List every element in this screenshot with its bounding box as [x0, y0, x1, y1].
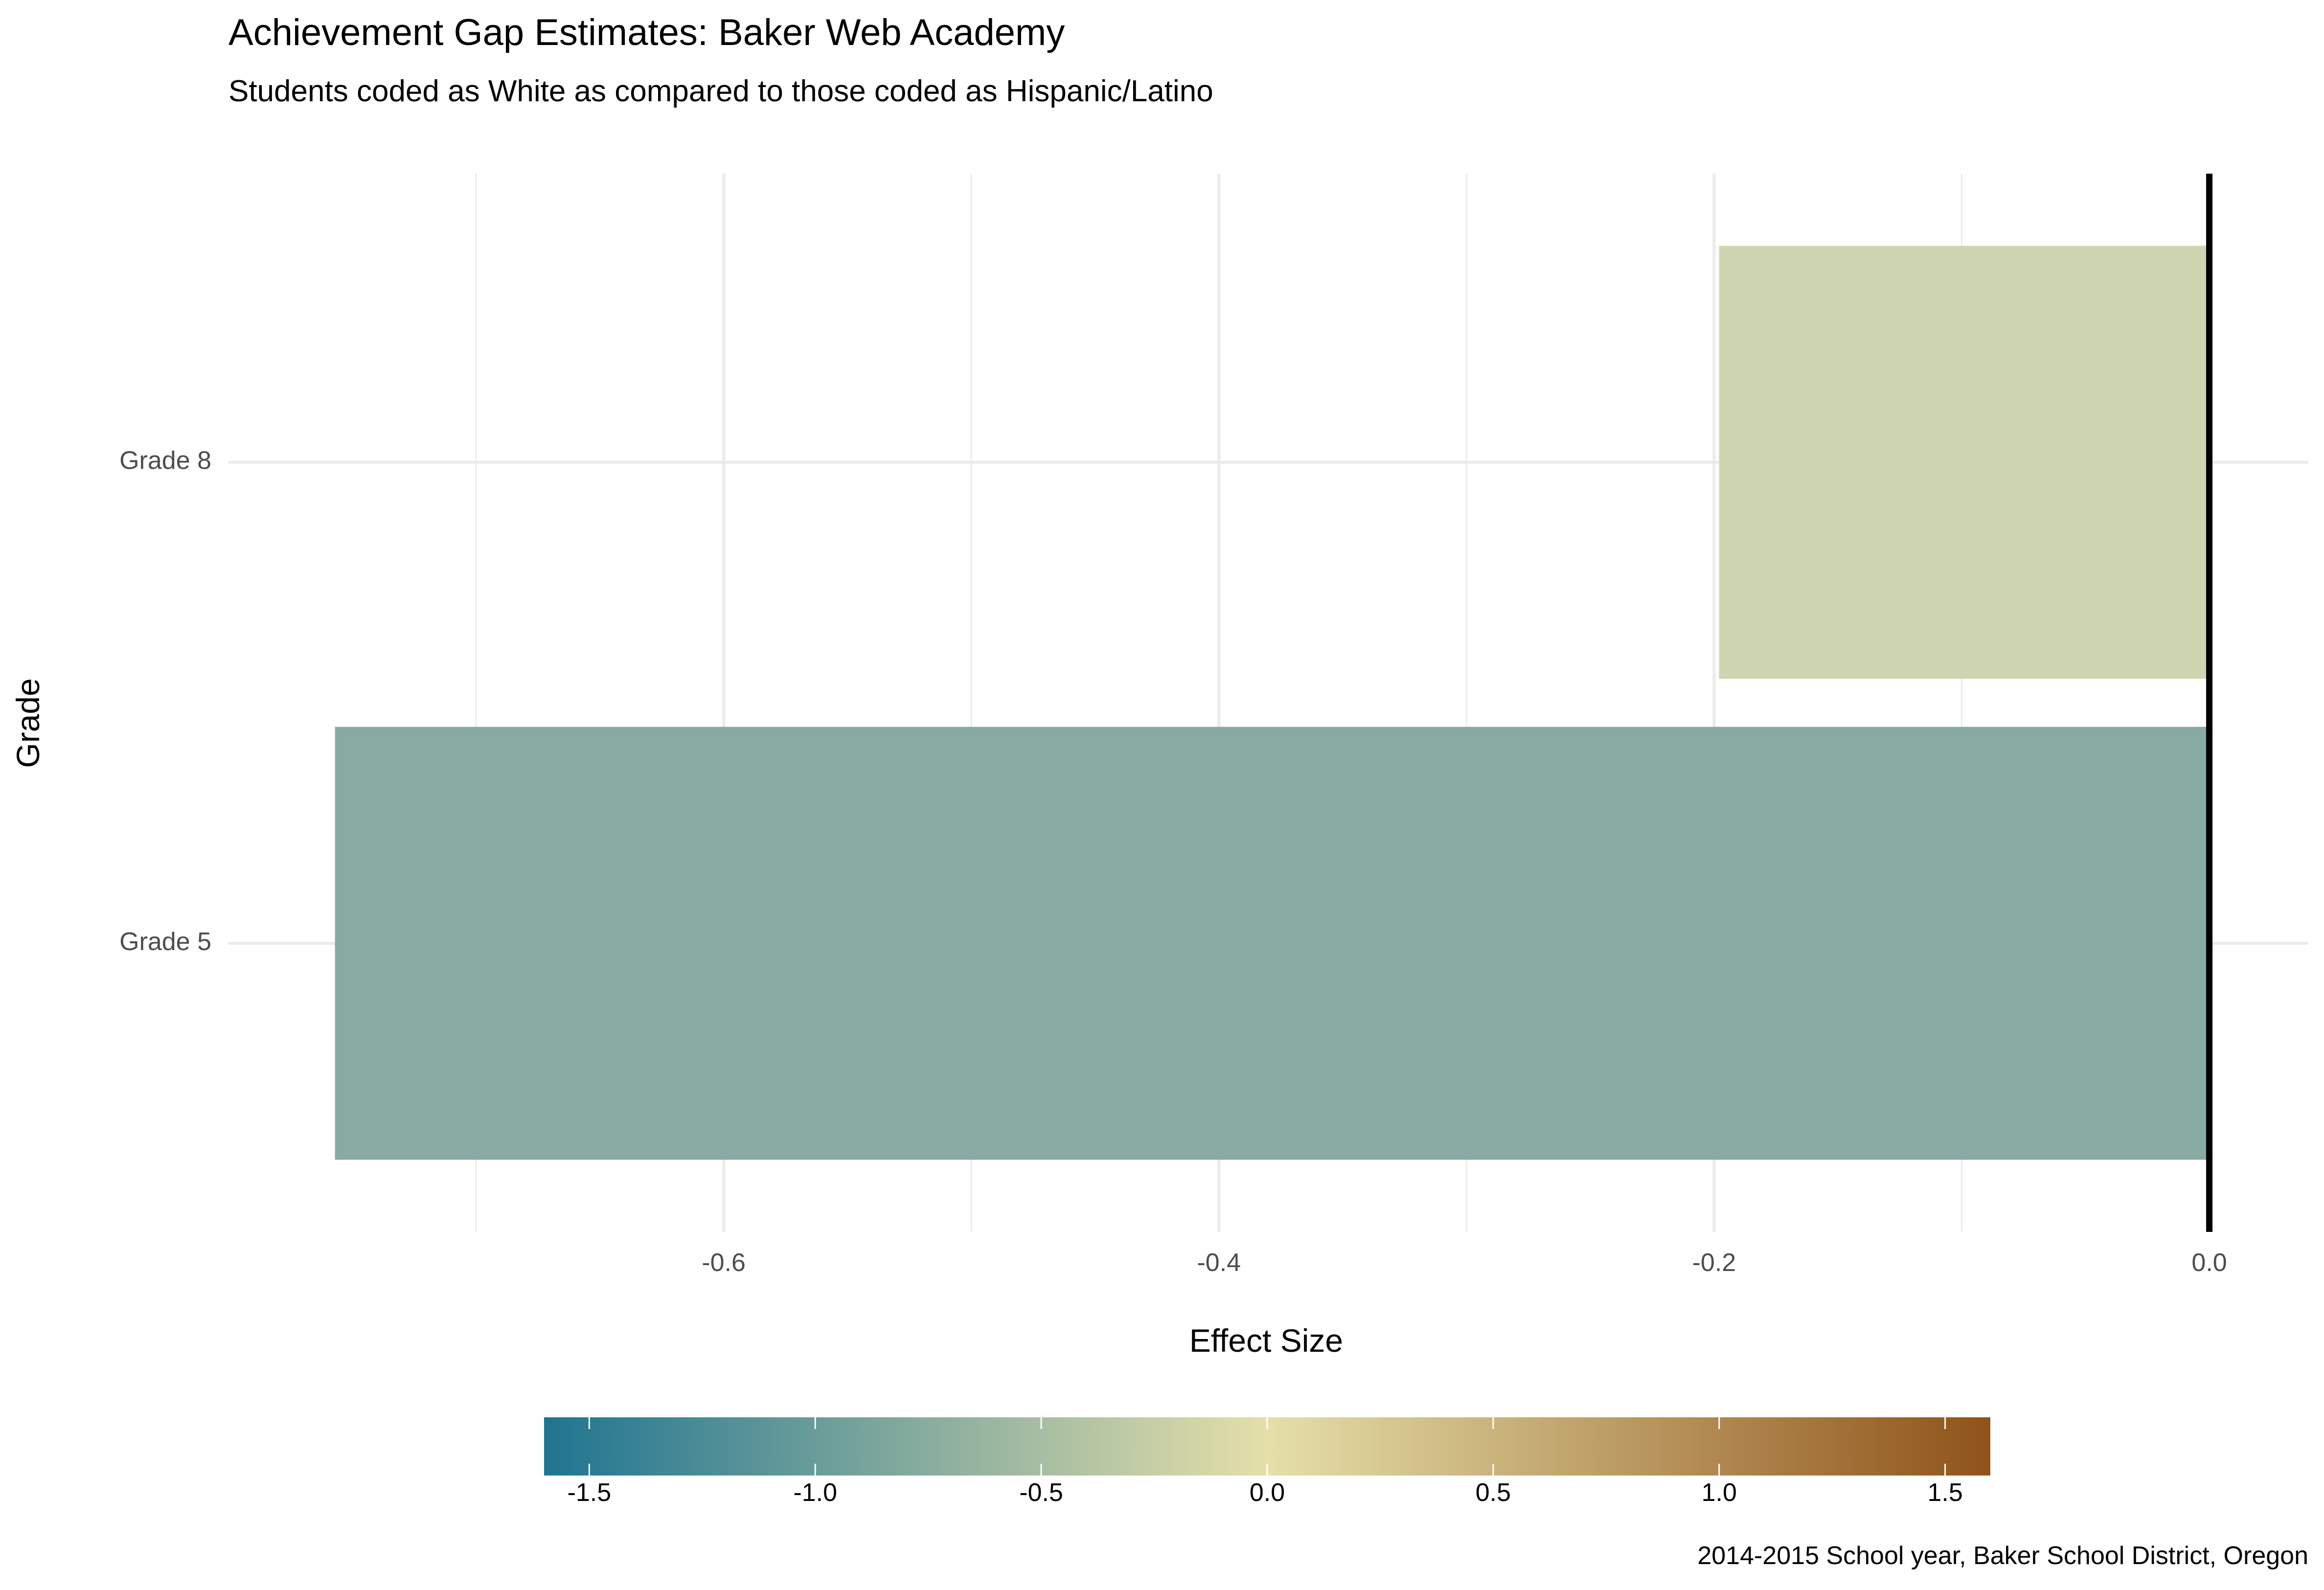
x-tick-label: -0.4	[1197, 1249, 1241, 1277]
colorbar-ticks: -1.5 -1.0 -0.5 0.0 0.5 1.0 1.5	[568, 1417, 1963, 1507]
bar-grade-5	[335, 727, 2210, 1160]
chart-caption: 2014-2015 School year, Baker School Dist…	[1697, 1542, 2308, 1570]
colorbar-tick-label: 1.0	[1702, 1478, 1737, 1507]
x-tick-label: 0.0	[2191, 1249, 2227, 1277]
y-tick-label: Grade 8	[119, 447, 211, 475]
colorbar-tick-label: -1.0	[793, 1478, 837, 1507]
bar-grade-8	[1719, 246, 2210, 679]
y-axis-title: Grade	[10, 678, 46, 768]
colorbar-tick-label: 0.5	[1476, 1478, 1511, 1507]
x-tick-label: -0.6	[702, 1249, 746, 1277]
x-tick-label: -0.2	[1692, 1249, 1736, 1277]
colorbar-tick-label: -0.5	[1019, 1478, 1063, 1507]
y-axis-ticks: Grade 5 Grade 8	[119, 447, 211, 956]
colorbar-tick-label: -1.5	[568, 1478, 612, 1507]
x-axis-title: Effect Size	[1189, 1322, 1343, 1359]
chart-title: Achievement Gap Estimates: Baker Web Aca…	[228, 12, 1065, 53]
chart-subtitle: Students coded as White as compared to t…	[228, 74, 1213, 108]
x-axis-ticks: -0.6 -0.4 -0.2 0.0	[702, 1249, 2227, 1277]
y-tick-label: Grade 5	[119, 928, 211, 956]
bars	[335, 246, 2210, 1160]
colorbar-tick-label: 0.0	[1250, 1478, 1285, 1507]
colorbar-tick-label: 1.5	[1927, 1478, 1962, 1507]
